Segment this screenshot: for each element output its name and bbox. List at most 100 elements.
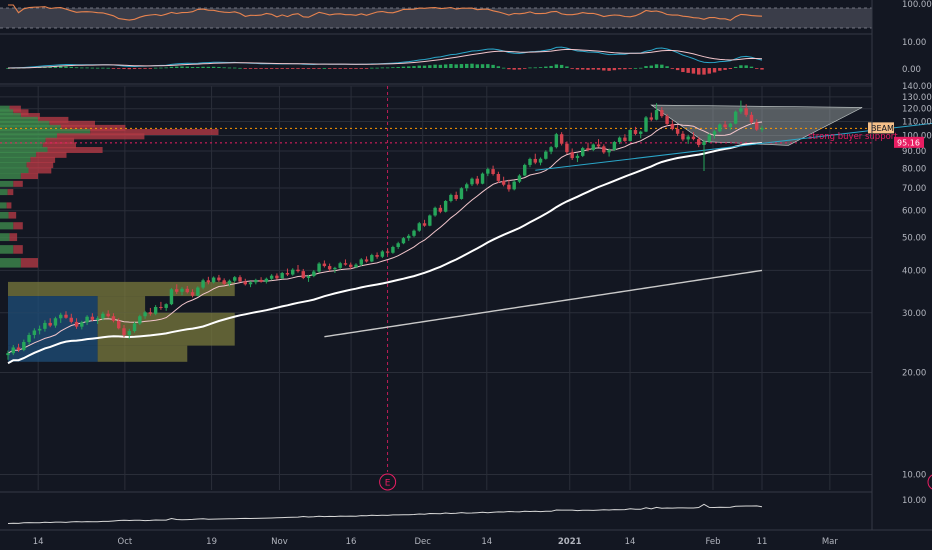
candle-body <box>623 137 627 141</box>
volume-profile-buy <box>0 147 48 154</box>
candle-body <box>22 341 26 350</box>
macd-histogram-bar <box>507 68 511 70</box>
macd-histogram-bar <box>148 68 153 69</box>
candle-body <box>53 318 58 326</box>
candle-body <box>586 148 590 150</box>
volume-profile-buy <box>0 156 31 163</box>
price-tick-label: 40.00 <box>902 266 926 276</box>
macd-histogram-bar <box>496 66 501 68</box>
volume-profile-buy <box>0 109 14 116</box>
rsi-band <box>0 8 872 28</box>
macd-histogram-bar <box>549 65 553 68</box>
price-tick-label: 120.00 <box>902 105 932 115</box>
candle-body <box>438 207 443 212</box>
volume-profile-buy <box>0 113 21 120</box>
macd-histogram-bar <box>533 67 537 69</box>
macd-histogram-bar <box>153 67 158 69</box>
candle-body <box>306 276 311 278</box>
price-tick-label: 20.00 <box>902 368 926 378</box>
volume-profile-buy <box>0 167 29 174</box>
volume-profile-sell <box>13 109 29 116</box>
candle-body <box>6 353 10 356</box>
volume-profile-buy <box>0 233 10 242</box>
macd-histogram-bar <box>491 64 495 68</box>
macd-histogram-bar <box>733 66 738 68</box>
candle-body <box>196 287 200 296</box>
candle-body <box>559 134 564 144</box>
candle-body <box>728 123 733 128</box>
macd-histogram-bar <box>280 68 284 69</box>
macd-histogram-bar <box>739 65 743 68</box>
value-zone <box>8 281 235 297</box>
candle-body <box>132 323 137 332</box>
candle-body <box>612 142 617 151</box>
time-tick-label: 11 <box>757 537 768 547</box>
candle-body <box>296 269 300 272</box>
macd-histogram-bar <box>654 64 659 68</box>
candle-body <box>565 143 569 153</box>
candle-body <box>354 264 358 268</box>
volume-line <box>7 503 763 524</box>
candle-body <box>359 259 363 265</box>
candle-body <box>396 243 400 247</box>
candle-body <box>733 111 738 124</box>
value-zone <box>97 312 235 346</box>
candle-body <box>723 124 727 128</box>
macd-histogram-bar <box>370 67 374 69</box>
macd-histogram-bar <box>623 68 627 70</box>
macd-histogram-bar <box>80 67 84 69</box>
candle-body <box>670 123 675 130</box>
volume-profile-sell <box>13 222 23 230</box>
macd-histogram-bar <box>296 68 300 69</box>
candle-body <box>285 273 290 275</box>
time-tick-label: Nov <box>271 537 288 547</box>
time-tick-label: Mar <box>822 537 839 547</box>
candle-body <box>686 136 690 140</box>
macd-histogram-bar <box>596 68 601 70</box>
macd-histogram-bar <box>364 68 369 69</box>
candle-body <box>148 312 153 314</box>
candle-body <box>27 334 31 342</box>
earnings-lines <box>387 86 389 472</box>
macd-histogram-bar <box>285 68 290 69</box>
candle-body <box>37 328 42 331</box>
candle-body <box>407 235 411 239</box>
candle-body <box>375 255 379 257</box>
volume-profile-buy <box>0 222 14 230</box>
price-tick-label: 130.00 <box>902 93 932 103</box>
macd-histogram-bar <box>117 68 121 69</box>
time-tick-label: 19 <box>206 537 217 547</box>
candle-body <box>691 136 696 140</box>
macd-histogram-bar <box>243 68 247 69</box>
candle-body <box>238 277 242 282</box>
candle-body <box>48 322 52 326</box>
candle-body <box>639 131 643 134</box>
macd-histogram-bar <box>164 67 168 69</box>
macd-histogram-bar <box>327 68 332 69</box>
candle-body <box>744 108 748 115</box>
macd-histogram-bar <box>702 68 706 75</box>
macd-histogram-bar <box>681 68 685 73</box>
macd-histogram-bar <box>343 68 348 69</box>
candle-body <box>16 347 21 350</box>
macd-histogram-bar <box>122 68 126 69</box>
macd-histogram-bar <box>132 68 137 69</box>
volume-profile-buy <box>0 173 21 180</box>
candle-body <box>649 117 653 120</box>
candle-body <box>164 304 168 308</box>
earnings-marker-circle <box>927 474 932 490</box>
candle-body <box>391 246 395 253</box>
volume-profile-sell <box>8 211 17 219</box>
mid-moving-average <box>7 142 763 365</box>
macd-histogram-bar <box>138 68 142 69</box>
macd-histogram-bar <box>227 67 232 69</box>
macd-histogram-bar <box>428 65 432 68</box>
macd-histogram-bar <box>670 68 675 69</box>
candle-body <box>243 281 247 285</box>
candle-body <box>486 169 490 174</box>
candle-body <box>718 124 722 132</box>
price-tick-label: 50.00 <box>902 234 926 244</box>
macd-histogram-bar <box>333 68 337 69</box>
candle-body <box>322 263 327 267</box>
candle-body <box>581 148 585 156</box>
